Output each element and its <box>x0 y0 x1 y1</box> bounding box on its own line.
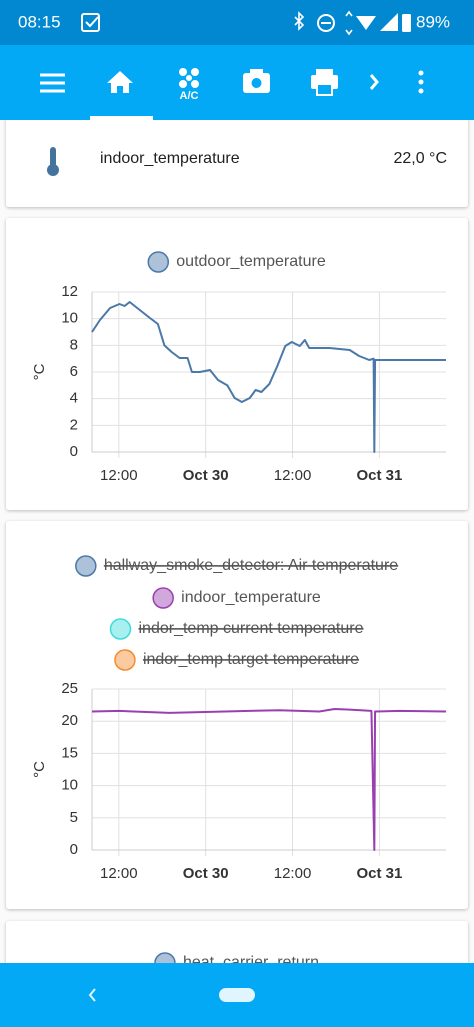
legend-label: indor_temp target temperature <box>143 651 359 668</box>
legend-item[interactable]: hallway_smoke_detector: Air temperature <box>75 555 398 577</box>
dnd-icon <box>317 14 335 32</box>
ac-tab[interactable] <box>179 68 199 88</box>
legend-label: outdoor_temperature <box>176 253 326 270</box>
y-tick-label: 20 <box>61 712 78 729</box>
data-icon <box>345 10 353 36</box>
charts: outdoor_temperature 0 2 4 6 8 10 12 12:00 Oct 30 1… <box>31 251 447 974</box>
y-tick-label: 15 <box>61 744 78 761</box>
entity-card[interactable] <box>6 110 468 207</box>
x-tick-label: 12:00 <box>100 865 138 882</box>
y-tick-label: 0 <box>70 443 78 460</box>
legend-swatch <box>152 587 174 609</box>
status-icon <box>85 16 99 28</box>
x-tick-label: Oct 30 <box>183 865 229 882</box>
x-tick-label: 12:00 <box>100 467 138 484</box>
legend-swatch <box>75 555 97 577</box>
y-axis-label: °C <box>31 363 48 380</box>
legend-label: indoor_temperature <box>181 589 321 606</box>
x-tick-label: 12:00 <box>274 467 312 484</box>
legend-label: hallway_smoke_detector: Air temperature <box>104 557 398 574</box>
y-tick-label: 5 <box>70 809 78 826</box>
printer-tab[interactable] <box>311 69 338 96</box>
back-button[interactable] <box>88 988 96 1002</box>
legend-item[interactable]: indor_temp target temperature <box>114 649 359 671</box>
entity-state: 22,0 °C <box>393 150 447 167</box>
x-tick-label: 12:00 <box>274 865 312 882</box>
signal-icon <box>380 13 398 31</box>
legend-label: indor_temp current temperature <box>139 620 364 637</box>
status-icon <box>81 13 100 32</box>
battery-level: 89% <box>416 12 450 31</box>
active-tab-indicator <box>90 116 153 120</box>
y-tick-label: 25 <box>61 680 78 697</box>
legend-item[interactable]: indoor_temperature <box>152 587 321 609</box>
thermometer-icon <box>47 147 59 176</box>
ac-tab-label: A/C <box>180 90 199 102</box>
legend-item[interactable]: outdoor_temperature <box>147 251 326 273</box>
battery-icon <box>402 14 411 32</box>
y-tick-label: 6 <box>70 363 78 380</box>
y-axis-label: °C <box>31 761 48 778</box>
scroll-tabs-button[interactable] <box>369 74 379 90</box>
y-tick-label: 12 <box>61 283 78 300</box>
wifi-icon <box>356 16 376 30</box>
legend-item[interactable]: indor_temp current temperature <box>109 618 364 640</box>
more-button[interactable] <box>418 70 424 94</box>
entity-name: indoor_temperature <box>100 150 240 167</box>
y-tick-label: 4 <box>70 390 78 407</box>
status-time: 08:15 <box>18 12 61 31</box>
history-card <box>6 521 468 909</box>
menu-button[interactable] <box>40 73 65 93</box>
x-tick-label: Oct 31 <box>356 865 402 882</box>
series-line <box>91 301 446 453</box>
y-tick-label: 10 <box>61 310 78 327</box>
home-button[interactable] <box>219 988 255 1002</box>
legend-swatch <box>147 251 170 273</box>
y-tick-label: 2 <box>70 416 78 433</box>
history-card <box>6 218 468 510</box>
legend-swatch <box>114 649 136 671</box>
toolbar <box>0 45 474 120</box>
legend-swatch <box>109 618 132 640</box>
y-tick-label: 8 <box>70 336 78 353</box>
home-tab[interactable] <box>107 71 133 93</box>
series-line <box>91 707 447 851</box>
y-tick-label: 0 <box>70 841 78 858</box>
y-tick-label: 10 <box>61 777 78 794</box>
x-tick-label: Oct 31 <box>356 467 402 484</box>
bluetooth-icon <box>294 11 305 31</box>
camera-tab[interactable] <box>243 69 270 93</box>
x-tick-label: Oct 30 <box>183 467 229 484</box>
